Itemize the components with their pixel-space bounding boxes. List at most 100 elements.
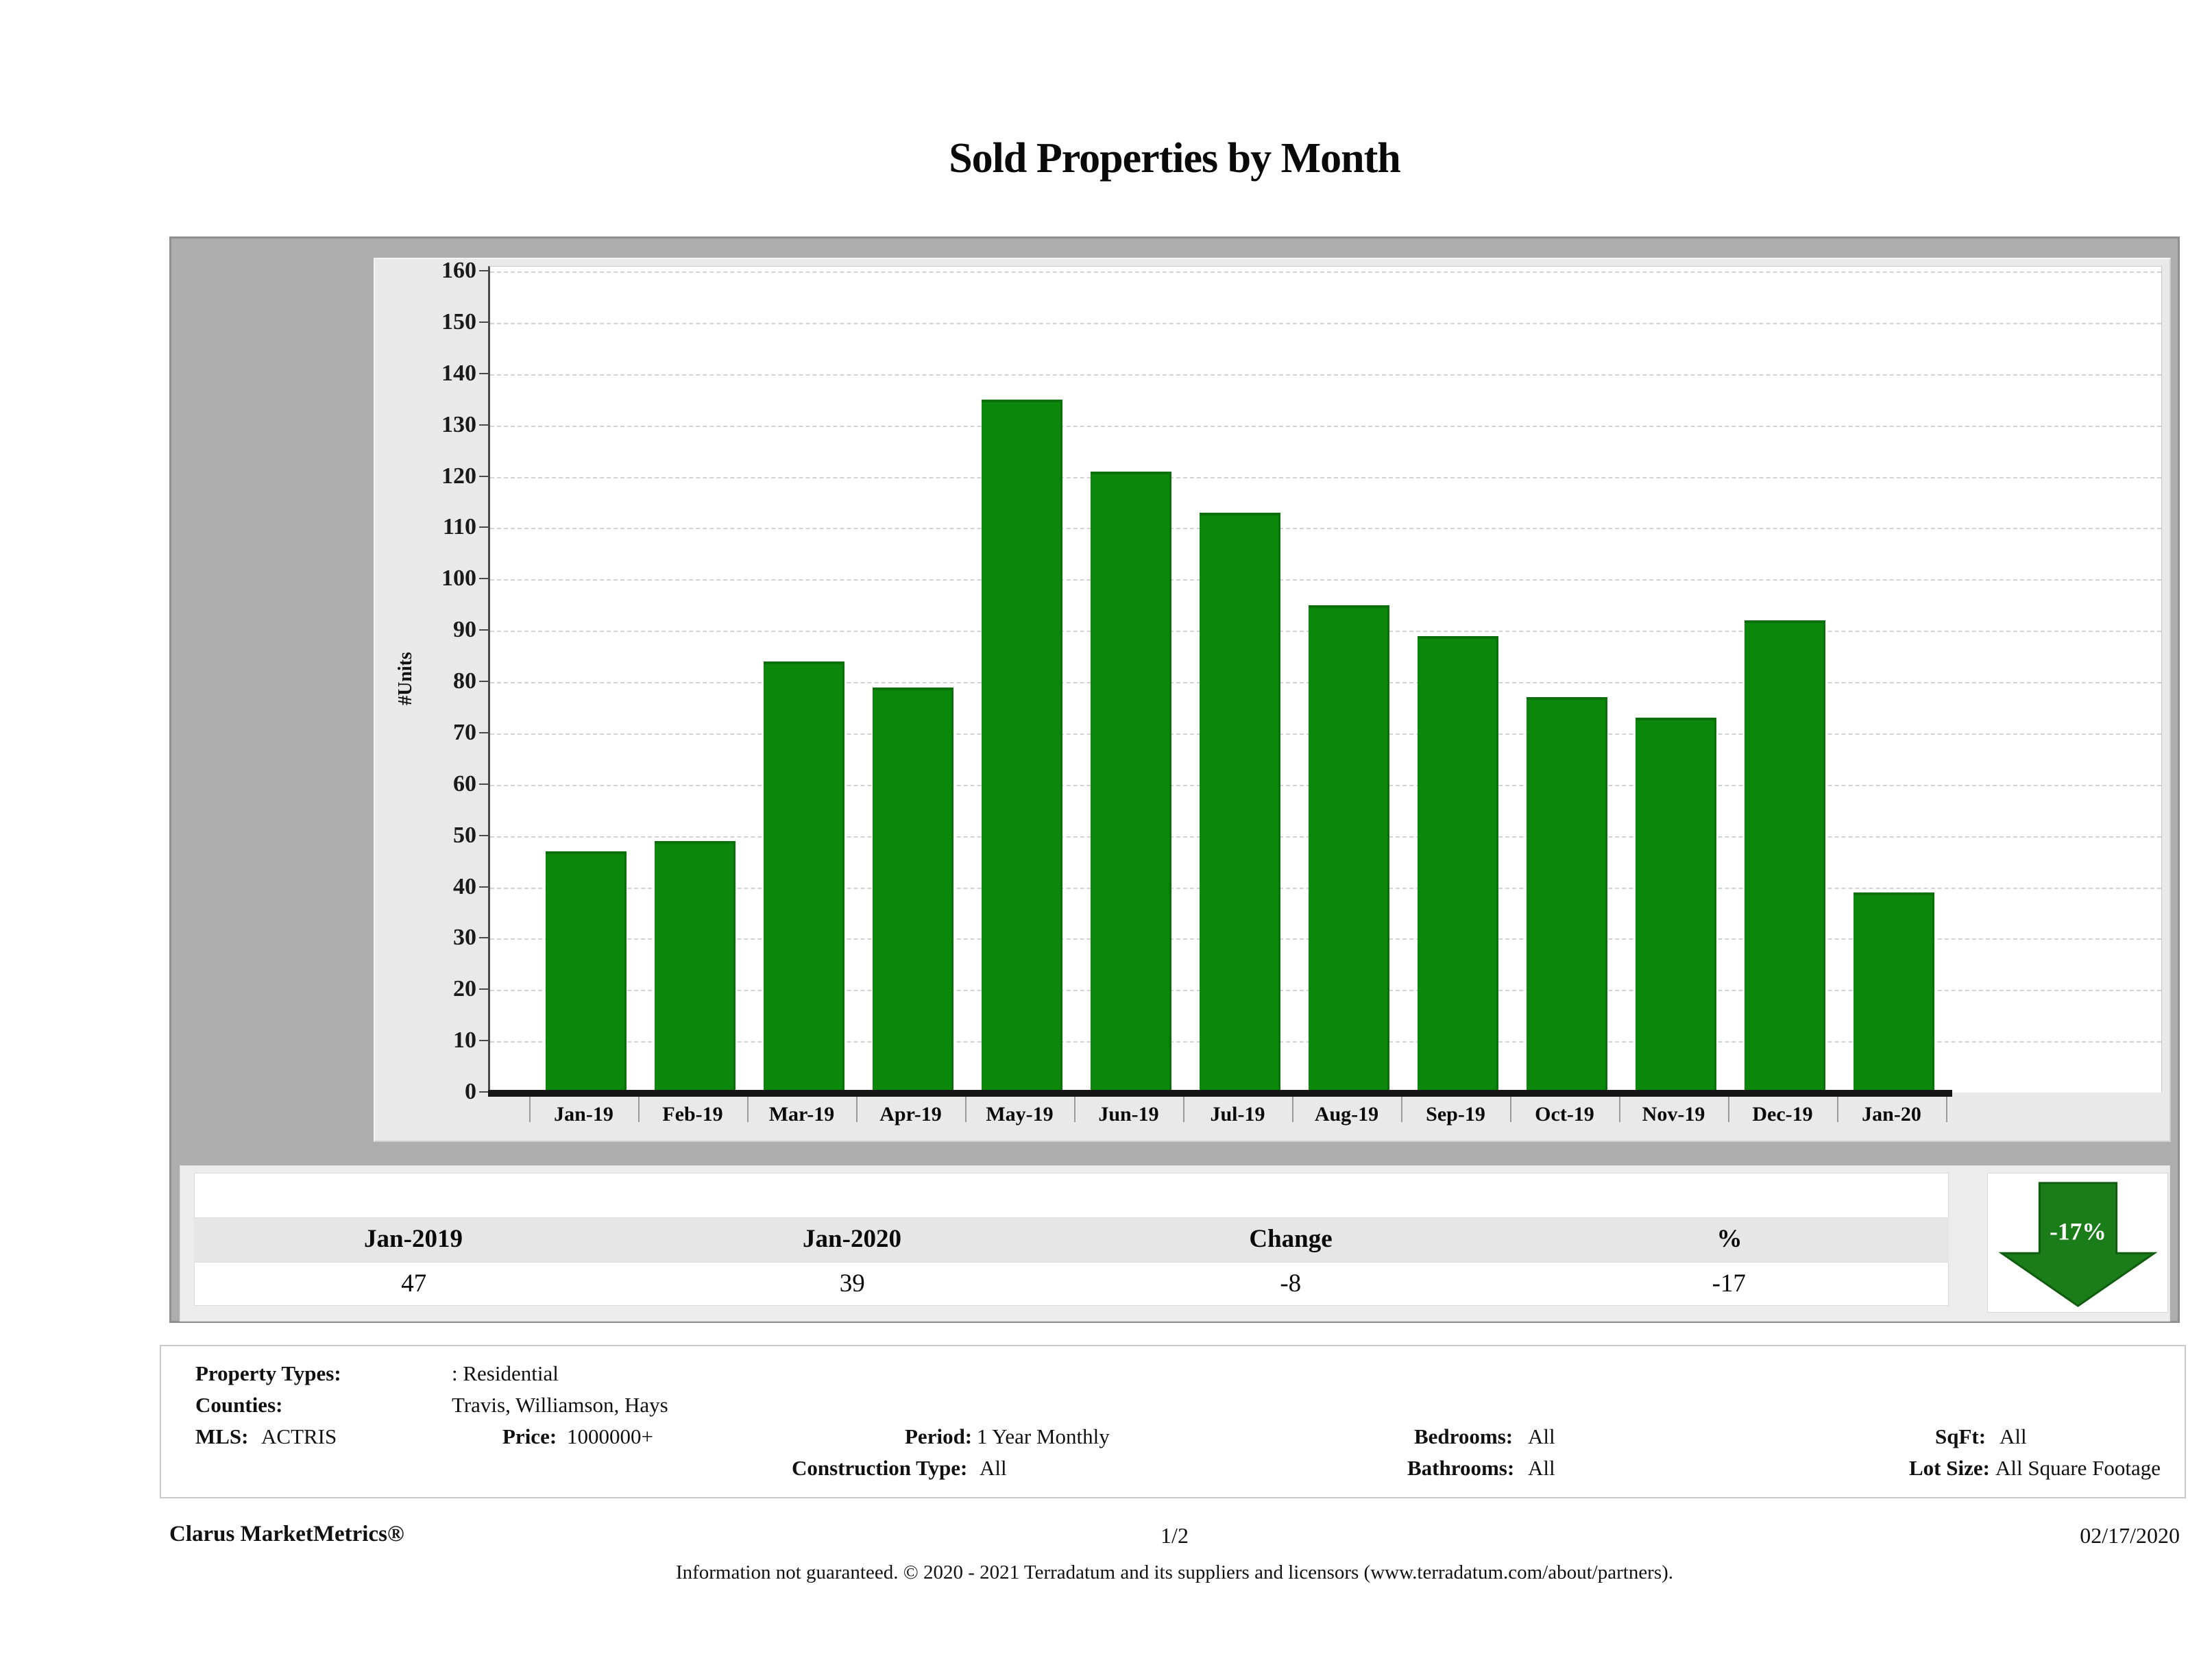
x-tick-label: Aug-19 [1314,1103,1379,1126]
x-tick-label: May-19 [986,1103,1054,1126]
x-tick-label: Jan-19 [554,1103,613,1126]
period-label: Period: [905,1424,973,1448]
plot-area [488,266,2162,1097]
sqft-value: All [2000,1424,2027,1448]
lot-size-label: Lot Size: [1909,1456,1990,1480]
summary-table: Jan-2019 Jan-2020 Change% 47 39 -8 -17 [194,1173,1949,1307]
y-tick-mark [479,475,489,477]
x-tick-divider [1401,1093,1402,1122]
change-indicator-card: -17% [1987,1173,2168,1313]
y-tick-label: 120 [441,463,476,489]
summary-value-cell: 47 [401,1269,427,1298]
x-tick-label: Jul-19 [1210,1103,1265,1126]
x-tick-label: Nov-19 [1642,1103,1705,1126]
counties-label: Counties: [195,1393,283,1417]
summary-value-cell: 39 [839,1269,865,1298]
bedrooms-label: Bedrooms: [1414,1424,1514,1448]
bar-Jul-19 [1199,512,1280,1093]
bar-Jan-19 [545,851,627,1093]
mls-value: ACTRIS [261,1424,337,1448]
footer-date: 02/17/2020 [2080,1523,2180,1548]
bar-May-19 [981,400,1062,1093]
y-tick-mark [479,372,489,374]
page-title: Sold Properties by Month [949,135,1401,182]
footer-page-number: 1/2 [1160,1523,1189,1548]
x-tick-divider [1292,1093,1293,1122]
y-tick-mark [479,629,489,631]
property-types-label: Property Types: [195,1361,341,1385]
y-tick-mark [479,1040,489,1042]
y-tick-label: 100 [441,566,476,592]
y-tick-label: 90 [453,617,476,643]
summary-value-row: 47 39 -8 -17 [194,1262,1949,1306]
y-tick-label: 60 [453,770,476,797]
x-tick-divider [1619,1093,1620,1122]
bar-Sep-19 [1417,635,1498,1093]
summary-empty-row [194,1173,1949,1218]
y-tick-mark [479,321,489,323]
y-tick-label: 40 [453,873,476,899]
x-tick-divider [1510,1093,1511,1122]
gridline-110 [490,528,2161,530]
x-axis-baseline [488,1090,1952,1097]
summary-header-cell: Change [1249,1225,1333,1253]
sqft-label: SqFt: [1935,1424,1986,1448]
construction-type-label: Construction Type: [792,1456,968,1480]
bathrooms-value: All [1528,1456,1555,1480]
y-tick-label: 50 [453,822,476,848]
x-tick-divider [1183,1093,1184,1122]
bar-Jan-20 [1853,892,1934,1093]
y-tick-label: 70 [453,719,476,745]
x-tick-divider [856,1093,858,1122]
x-tick-divider [965,1093,967,1122]
x-tick-label: Jun-19 [1098,1103,1159,1126]
property-types-value: : Residential [452,1361,559,1385]
chart-container: #Units Jan-19 Feb-19 Mar-19 Apr-19 May-19 Jun… [169,236,2180,1323]
bar-Jun-19 [1090,472,1171,1093]
y-tick-mark [479,1091,489,1093]
x-axis-labels: Jan-19 Feb-19 Mar-19 Apr-19 May-19 Jun-19 Jul-… [375,1093,2170,1139]
x-tick-label: Jan-20 [1862,1103,1921,1126]
construction-type-value: All [980,1456,1007,1480]
y-tick-label: 110 [442,514,476,540]
period-value: 1 Year Monthly [977,1424,1110,1448]
x-tick-label: Oct-19 [1535,1103,1594,1126]
y-tick-label: 80 [453,668,476,694]
bathrooms-label: Bathrooms: [1407,1456,1515,1480]
y-tick-mark [479,886,489,888]
x-tick-label: Mar-19 [768,1103,835,1126]
price-value: 1000000+ [567,1424,653,1448]
y-tick-mark [479,424,489,426]
y-tick-mark [479,681,489,682]
bar-Nov-19 [1635,718,1716,1093]
x-tick-divider [1728,1093,1729,1122]
down-arrow-shape [1998,1182,2158,1307]
chart-panel: #Units Jan-19 Feb-19 Mar-19 Apr-19 May-19 Jun… [374,258,2171,1142]
x-tick-divider [1946,1093,1947,1122]
y-tick-mark [479,937,489,939]
y-tick-label: 150 [441,308,476,335]
gridline-140 [490,374,2161,376]
summary-value-cell: -8 [1280,1269,1302,1298]
bar-Aug-19 [1308,605,1389,1093]
y-tick-mark [479,731,489,733]
y-tick-label: 10 [453,1028,476,1054]
bedrooms-value: All [1528,1424,1555,1448]
bar-Apr-19 [872,687,953,1093]
y-tick-mark [479,783,489,785]
y-tick-label: 0 [465,1079,476,1104]
gridline-120 [490,476,2161,478]
x-tick-divider [638,1093,640,1122]
y-tick-mark [479,834,489,836]
x-tick-divider [1074,1093,1075,1122]
gridline-100 [490,579,2161,581]
down-arrow-icon: -17% [1998,1182,2158,1307]
bar-Dec-19 [1744,620,1825,1093]
bar-Feb-19 [654,841,736,1093]
y-tick-label: 130 [441,411,476,437]
x-tick-label: Dec-19 [1752,1103,1813,1126]
lot-size-value: All Square Footage [1995,1456,2161,1480]
summary-value-cell: -17 [1712,1269,1746,1298]
summary-header-cell: Jan-2019 [364,1225,463,1253]
